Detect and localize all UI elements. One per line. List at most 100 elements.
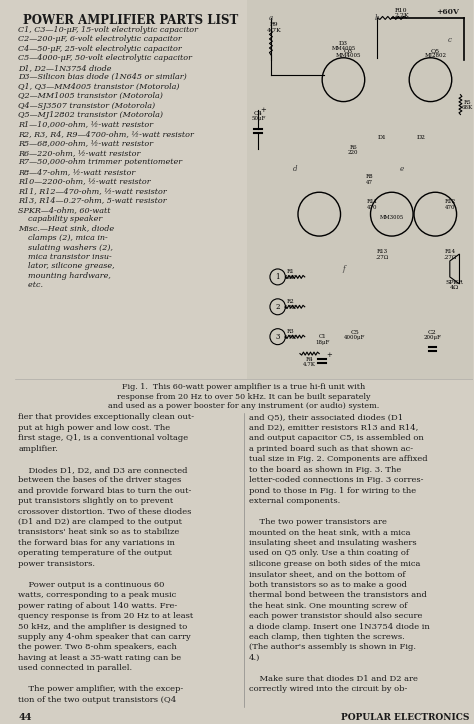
- Text: D3: D3: [339, 41, 348, 46]
- Text: the heat sink. One mounting screw of: the heat sink. One mounting screw of: [249, 602, 407, 610]
- Text: C1
18μF: C1 18μF: [315, 334, 329, 345]
- Text: +: +: [260, 106, 266, 114]
- Text: POWER AMPLIFIER PARTS LIST: POWER AMPLIFIER PARTS LIST: [23, 14, 238, 27]
- Text: +: +: [326, 350, 332, 358]
- Text: C2: C2: [428, 329, 437, 334]
- Text: letter-coded connections in Fig. 3 corres-: letter-coded connections in Fig. 3 corre…: [249, 476, 423, 484]
- Text: external components.: external components.: [249, 497, 340, 505]
- Text: The two power transistors are: The two power transistors are: [249, 518, 386, 526]
- Text: tual size in Fig. 2. Components are affixed: tual size in Fig. 2. Components are affi…: [249, 455, 427, 463]
- Text: R5—68,000-ohm, ½-watt resistor: R5—68,000-ohm, ½-watt resistor: [18, 140, 154, 148]
- Text: R6—220-ohm, ½-watt resistor: R6—220-ohm, ½-watt resistor: [18, 149, 141, 157]
- Text: 3: 3: [275, 332, 280, 341]
- Text: put transistors slightly on to prevent: put transistors slightly on to prevent: [18, 497, 174, 505]
- Text: clamps (2), mica in-: clamps (2), mica in-: [18, 234, 108, 242]
- Text: b: b: [375, 14, 380, 22]
- Text: R10—2200-ohm, ½-watt resistor: R10—2200-ohm, ½-watt resistor: [18, 177, 151, 185]
- Text: transistors' heat sink so as to stabilize: transistors' heat sink so as to stabiliz…: [18, 529, 180, 536]
- Text: a printed board such as that shown ac-: a printed board such as that shown ac-: [249, 445, 413, 452]
- Text: correctly wired into the circuit by ob-: correctly wired into the circuit by ob-: [249, 686, 407, 694]
- Text: R13, R14—0.27-ohm, 5-watt resistor: R13, R14—0.27-ohm, 5-watt resistor: [18, 196, 167, 204]
- Text: 50 kHz, and the amplifier is designed to: 50 kHz, and the amplifier is designed to: [18, 623, 188, 631]
- Text: SPKR—4-ohm, 60-watt: SPKR—4-ohm, 60-watt: [18, 206, 111, 214]
- Text: C4—50-μF, 25-volt electrolytic capacitor: C4—50-μF, 25-volt electrolytic capacitor: [18, 45, 182, 53]
- Text: D1: D1: [378, 135, 387, 140]
- Text: R3
4.7K: R3 4.7K: [284, 329, 297, 340]
- Text: a diode clamp. Insert one 1N3754 diode in: a diode clamp. Insert one 1N3754 diode i…: [249, 623, 429, 631]
- Text: Make sure that diodes D1 and D2 are: Make sure that diodes D1 and D2 are: [249, 675, 418, 683]
- Text: R4
4.7K: R4 4.7K: [303, 357, 316, 367]
- Text: R2, R3, R4, R9—4700-ohm, ½-watt resistor: R2, R3, R4, R9—4700-ohm, ½-watt resistor: [18, 130, 194, 138]
- Text: R14
.27Ω: R14 .27Ω: [443, 249, 456, 260]
- Text: C5—4000-μF, 50-volt electrolytic capacitor: C5—4000-μF, 50-volt electrolytic capacit…: [18, 54, 192, 62]
- Text: SPKR: SPKR: [446, 280, 464, 285]
- Text: pond to those in Fig. 1 for wiring to the: pond to those in Fig. 1 for wiring to th…: [249, 487, 416, 494]
- Text: C4: C4: [254, 111, 263, 116]
- Text: 2: 2: [275, 303, 280, 311]
- Text: Misc.—Heat sink, diode: Misc.—Heat sink, diode: [18, 224, 115, 232]
- Text: MJ2802: MJ2802: [424, 53, 447, 58]
- Text: mounting hardware,: mounting hardware,: [18, 272, 111, 280]
- Text: D3—Silicon bias diode (1N645 or similar): D3—Silicon bias diode (1N645 or similar): [18, 73, 187, 81]
- Text: MM4005: MM4005: [331, 46, 356, 51]
- Text: 50μF: 50μF: [251, 116, 265, 120]
- Text: the power. Two 8-ohm speakers, each: the power. Two 8-ohm speakers, each: [18, 644, 177, 652]
- Text: R11
470: R11 470: [367, 199, 378, 210]
- Text: C5: C5: [351, 329, 359, 334]
- Text: D2: D2: [416, 135, 425, 140]
- Text: Q5—MJ12802 transistor (Motorola): Q5—MJ12802 transistor (Motorola): [18, 111, 164, 119]
- Text: 44: 44: [18, 713, 32, 723]
- Text: R10: R10: [395, 8, 408, 13]
- Text: used connected in parallel.: used connected in parallel.: [18, 665, 133, 673]
- Text: 1: 1: [275, 273, 280, 281]
- Text: D1, D2—1N3754 diode: D1, D2—1N3754 diode: [18, 64, 112, 72]
- Text: used on Q5 only. Use a thin coating of: used on Q5 only. Use a thin coating of: [249, 550, 409, 557]
- Text: Q4—SJ3507 transistor (Motorola): Q4—SJ3507 transistor (Motorola): [18, 101, 155, 109]
- Text: thermal bond between the transistors and: thermal bond between the transistors and: [249, 592, 427, 599]
- Text: 4000μF: 4000μF: [344, 334, 366, 340]
- Text: Q5: Q5: [431, 48, 440, 53]
- Text: R7—50,000-ohm trimmer potentiometer: R7—50,000-ohm trimmer potentiometer: [18, 159, 182, 167]
- Text: mounted on the heat sink, with a mica: mounted on the heat sink, with a mica: [249, 529, 410, 536]
- Text: each clamp, then tighten the screws.: each clamp, then tighten the screws.: [249, 633, 404, 641]
- Text: Fig. 1.  This 60-watt power amplifier is a true hi-fi unit with
response from 20: Fig. 1. This 60-watt power amplifier is …: [108, 384, 380, 410]
- Text: R8—47-ohm, ½-watt resistor: R8—47-ohm, ½-watt resistor: [18, 168, 136, 176]
- Text: to the board as shown in Fig. 3. The: to the board as shown in Fig. 3. The: [249, 466, 401, 473]
- Text: lator, silicone grease,: lator, silicone grease,: [18, 263, 115, 271]
- Text: power rating of about 140 watts. Fre-: power rating of about 140 watts. Fre-: [18, 602, 178, 610]
- Text: POPULAR ELECTRONICS: POPULAR ELECTRONICS: [341, 713, 469, 723]
- Text: 4.7K: 4.7K: [266, 28, 281, 33]
- Text: R11, R12—470-ohm, ½-watt resistor: R11, R12—470-ohm, ½-watt resistor: [18, 187, 167, 195]
- Text: first stage, Q1, is a conventional voltage: first stage, Q1, is a conventional volta…: [18, 434, 189, 442]
- Text: R1—10,000-ohm, ½-watt resistor: R1—10,000-ohm, ½-watt resistor: [18, 120, 154, 129]
- Text: and output capacitor C5, is assembled on: and output capacitor C5, is assembled on: [249, 434, 423, 442]
- Text: Power output is a continuous 60: Power output is a continuous 60: [18, 581, 165, 589]
- Text: R5
68K: R5 68K: [462, 100, 473, 110]
- Text: (The author's assembly is shown in Fig.: (The author's assembly is shown in Fig.: [249, 644, 416, 652]
- Text: Q1, Q3—MM4005 transistor (Motorola): Q1, Q3—MM4005 transistor (Motorola): [18, 83, 180, 90]
- Text: each power transistor should also secure: each power transistor should also secure: [249, 612, 422, 620]
- Text: put at high power and low cost. The: put at high power and low cost. The: [18, 424, 171, 432]
- Text: 200μF: 200μF: [423, 334, 441, 340]
- Text: The power amplifier, with the excep-: The power amplifier, with the excep-: [18, 686, 184, 694]
- Text: quency response is from 20 Hz to at least: quency response is from 20 Hz to at leas…: [18, 612, 194, 620]
- Text: MM3005: MM3005: [380, 215, 404, 220]
- Text: MM4005: MM4005: [336, 53, 361, 58]
- Text: crossover distortion. Two of these diodes: crossover distortion. Two of these diode…: [18, 508, 192, 515]
- Text: between the bases of the driver stages: between the bases of the driver stages: [18, 476, 182, 484]
- Text: supply any 4-ohm speaker that can carry: supply any 4-ohm speaker that can carry: [18, 633, 191, 641]
- Text: R6
220: R6 220: [348, 145, 358, 156]
- Text: amplifier.: amplifier.: [18, 445, 58, 452]
- Text: 4Ω: 4Ω: [450, 285, 459, 290]
- Text: R9: R9: [270, 22, 278, 27]
- Text: and Q5), their associated diodes (D1: and Q5), their associated diodes (D1: [249, 413, 403, 421]
- Text: +60V: +60V: [437, 8, 459, 16]
- Text: Q3: Q3: [344, 48, 353, 53]
- Text: R8
47: R8 47: [366, 174, 374, 185]
- Text: c: c: [448, 36, 452, 44]
- Text: insulating sheet and insulating washers: insulating sheet and insulating washers: [249, 539, 416, 547]
- FancyBboxPatch shape: [247, 0, 473, 379]
- Text: (D1 and D2) are clamped to the output: (D1 and D2) are clamped to the output: [18, 518, 182, 526]
- Text: insulator sheet, and on the bottom of: insulator sheet, and on the bottom of: [249, 571, 405, 578]
- Text: e: e: [400, 165, 403, 173]
